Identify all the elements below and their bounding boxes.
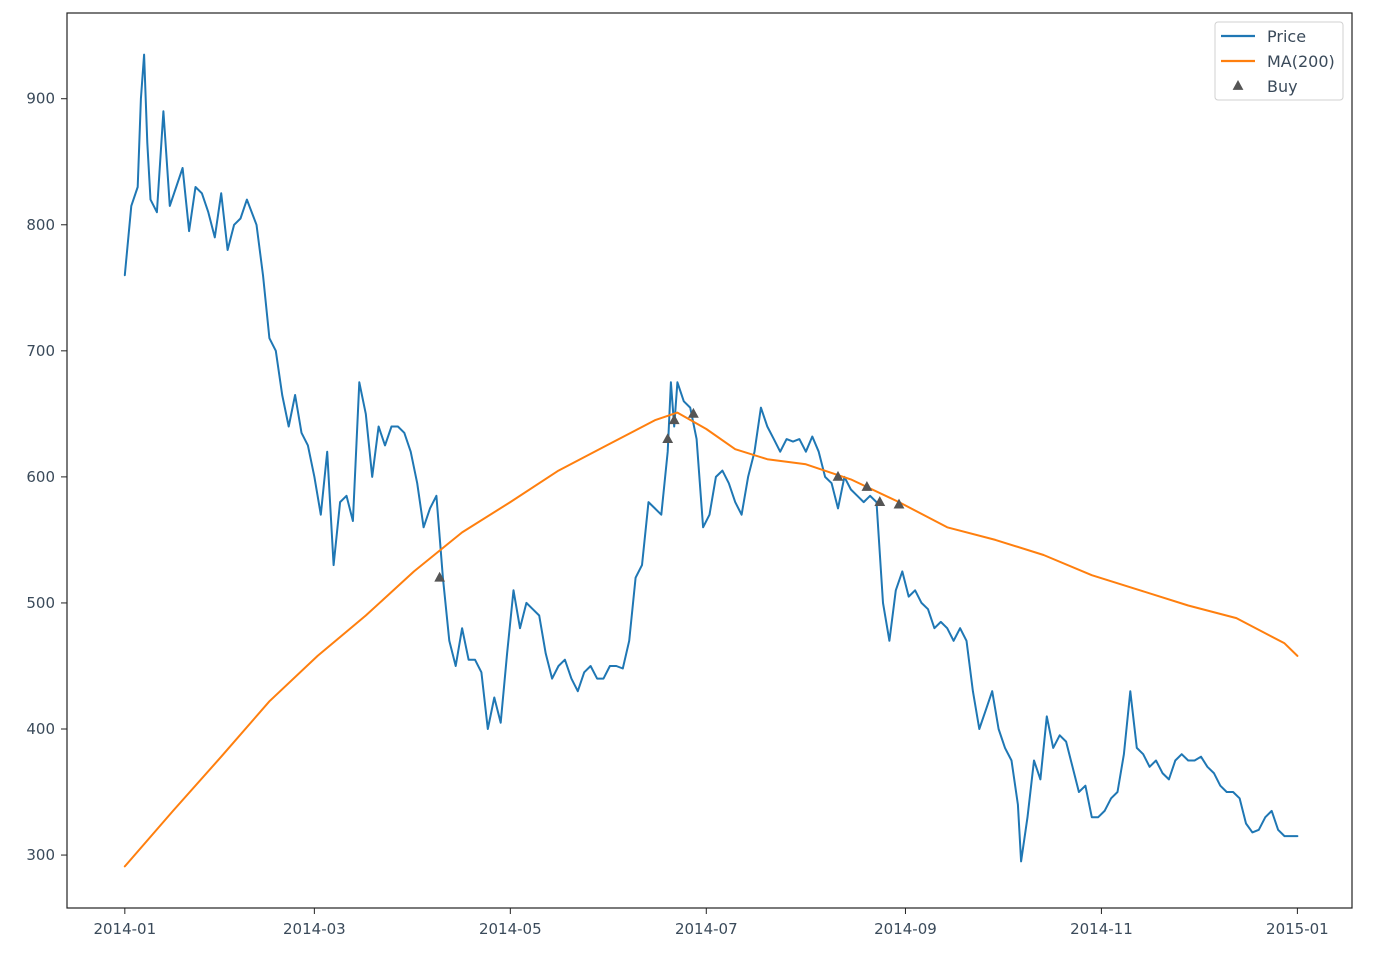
buy-marker-7 [874,496,886,506]
legend-label-price: Price [1267,27,1306,46]
buy-marker-2 [662,433,674,443]
y-tick-label: 900 [26,90,55,108]
x-tick-label: 2015-01 [1266,920,1329,938]
y-tick-label: 800 [26,216,55,234]
axis-ticks: 2014-01 2014-03 2014-05 2014-07 2014-09 2014-… [26,90,1328,938]
x-tick-label: 2014-07 [675,920,738,938]
y-tick-label: 300 [26,846,55,864]
series-buy-markers [434,407,905,582]
x-tick-label: 2014-11 [1070,920,1133,938]
buy-marker-6 [861,481,873,491]
x-tick-label: 2014-09 [874,920,937,938]
series-price-line [123,53,1299,863]
legend-label-buy: Buy [1267,77,1298,96]
buy-marker-4 [688,407,699,418]
buy-marker-3 [668,414,680,425]
y-tick-label: 400 [26,720,55,738]
legend-box [1214,21,1344,101]
series-ma-200-line [123,411,1299,868]
legend: Price MA(200) Buy [1214,21,1344,101]
buy-marker-8 [893,498,905,509]
x-tick-label: 2014-05 [479,920,542,938]
y-tick-label: 500 [26,594,55,612]
plot-area [123,53,1299,868]
buy-marker-5 [832,470,844,481]
x-tick-label: 2014-03 [283,920,346,938]
axes-frame [66,12,1353,909]
y-tick-label: 700 [26,342,55,360]
x-tick-label: 2014-01 [93,920,156,938]
legend-label-ma-200: MA(200) [1267,52,1335,71]
legend-swatch-buy [1232,80,1244,90]
y-tick-label: 600 [26,468,55,486]
buy-marker-1 [434,571,445,582]
